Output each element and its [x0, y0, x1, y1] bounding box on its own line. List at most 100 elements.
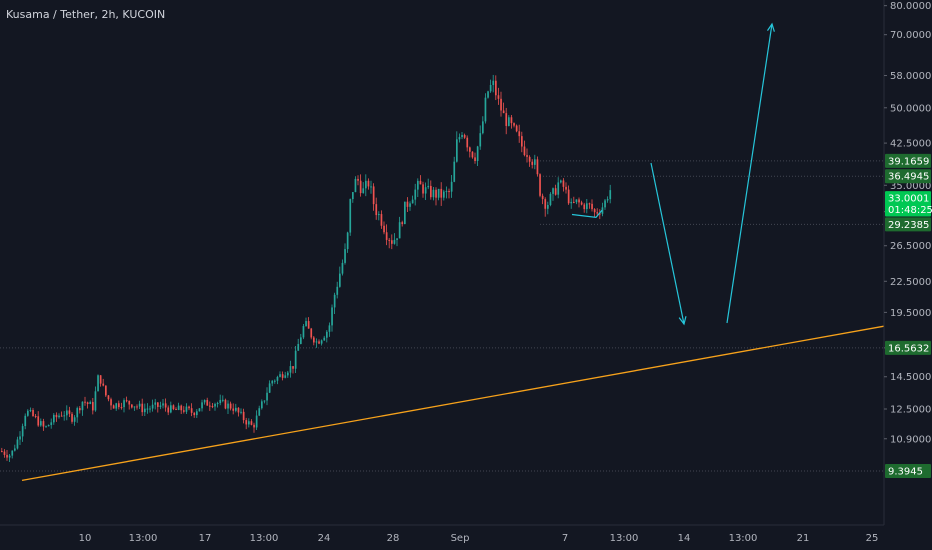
- candle-body: [349, 199, 352, 233]
- time-axis[interactable]: 10 13:00 17 13:00 24 28 Sep 7 13:00 14 13:00 21 25: [79, 533, 879, 544]
- price-label-box: [885, 191, 931, 206]
- price-tick-label: 58.0000: [890, 71, 931, 82]
- candle-body: [344, 249, 346, 263]
- price-label-box: [885, 153, 931, 168]
- candle-body: [40, 421, 42, 426]
- candle-body: [287, 372, 289, 376]
- candle-body: [237, 407, 240, 413]
- candle-body: [227, 403, 229, 409]
- candle-body: [172, 405, 175, 410]
- candle-body: [170, 405, 172, 413]
- candle-body: [554, 188, 557, 195]
- candle-body: [144, 408, 146, 413]
- candle-body: [534, 159, 536, 165]
- candle-body: [424, 187, 427, 194]
- price-axis[interactable]: 80.0000 70.0000 58.0000 50.0000 42.5000 35.00…: [884, 1, 932, 479]
- candle-body: [541, 195, 544, 200]
- price-tick-label: 42.5000: [890, 139, 931, 150]
- candle-body: [151, 404, 154, 409]
- candle-body: [146, 408, 149, 410]
- candle-body: [310, 328, 313, 338]
- time-tick-label: 21: [797, 533, 810, 544]
- candle-body: [19, 436, 21, 440]
- price-label-box: [885, 217, 931, 232]
- candle-body: [261, 401, 263, 409]
- candle-body: [34, 416, 37, 418]
- candle-body: [110, 399, 112, 406]
- candle-body: [435, 189, 437, 198]
- candle-body: [357, 178, 359, 181]
- candle-body: [120, 407, 123, 409]
- candle-body: [229, 403, 232, 409]
- candle-body: [450, 181, 453, 192]
- candle-body: [375, 204, 378, 216]
- candle-body: [211, 406, 214, 408]
- candle-body: [162, 403, 164, 406]
- candle-body: [112, 405, 115, 409]
- candle-body: [510, 117, 513, 124]
- candle-body: [203, 399, 206, 403]
- candle-body: [391, 240, 393, 244]
- candle-body: [294, 350, 297, 369]
- candle-body: [328, 325, 331, 332]
- candle-body: [300, 337, 302, 344]
- candle-body: [601, 207, 604, 214]
- candle-body: [437, 188, 440, 198]
- up-arrow[interactable]: [726, 22, 775, 324]
- candle-body: [55, 414, 58, 418]
- candle-body: [258, 408, 261, 416]
- down-arrow-shaft: [650, 162, 685, 325]
- candle-body: [422, 184, 424, 194]
- time-tick-label: 28: [387, 533, 400, 544]
- time-tick-label: 7: [562, 533, 568, 544]
- candles: [1, 74, 612, 463]
- support-trendline[interactable]: [21, 325, 885, 482]
- symbol-title: Kusama / Tether, 2h, KUCOIN: [6, 8, 166, 21]
- candle-body: [523, 146, 526, 156]
- candle-body: [209, 405, 211, 407]
- candle-body: [175, 409, 177, 411]
- candle-body: [479, 133, 482, 147]
- candle-body: [27, 410, 29, 416]
- candle-body: [482, 121, 484, 134]
- price-label-box: [885, 169, 931, 184]
- time-tick-label: 10: [79, 533, 92, 544]
- candle-body: [50, 422, 53, 426]
- candle-body: [326, 331, 328, 338]
- candle-body: [84, 401, 86, 403]
- price-label-text: 29.2385: [888, 220, 929, 231]
- candle-body: [302, 326, 305, 338]
- candle-body: [339, 273, 341, 287]
- candle-body: [177, 405, 180, 410]
- price-tick-label: 35.0000: [890, 181, 931, 192]
- candle-body: [560, 180, 562, 183]
- candle-body: [196, 411, 198, 416]
- time-tick-label: 24: [318, 533, 331, 544]
- candle-body: [396, 238, 398, 240]
- candle-body: [430, 185, 432, 198]
- candle-body: [580, 202, 583, 205]
- candle-body: [289, 366, 292, 373]
- candle-body: [505, 113, 508, 126]
- candle-body: [53, 414, 55, 423]
- candle-body: [599, 213, 601, 215]
- candle-body: [591, 203, 593, 210]
- candle-body: [42, 421, 45, 427]
- candle-body: [216, 403, 219, 405]
- candle-body: [578, 199, 580, 203]
- price-tick-label: 10.9000: [890, 434, 931, 445]
- candle-body: [497, 95, 500, 99]
- bracket-annotation[interactable]: [571, 209, 603, 218]
- candle-body: [593, 209, 596, 213]
- price-label-text: 39.1659: [888, 156, 929, 167]
- candle-body: [105, 385, 107, 396]
- candle-body: [575, 199, 578, 203]
- candle-body: [341, 262, 344, 274]
- candle-body: [16, 439, 19, 449]
- down-arrow[interactable]: [650, 162, 687, 326]
- candle-body: [346, 232, 349, 250]
- down-arrow-head: [678, 316, 687, 326]
- candle-body: [133, 406, 136, 408]
